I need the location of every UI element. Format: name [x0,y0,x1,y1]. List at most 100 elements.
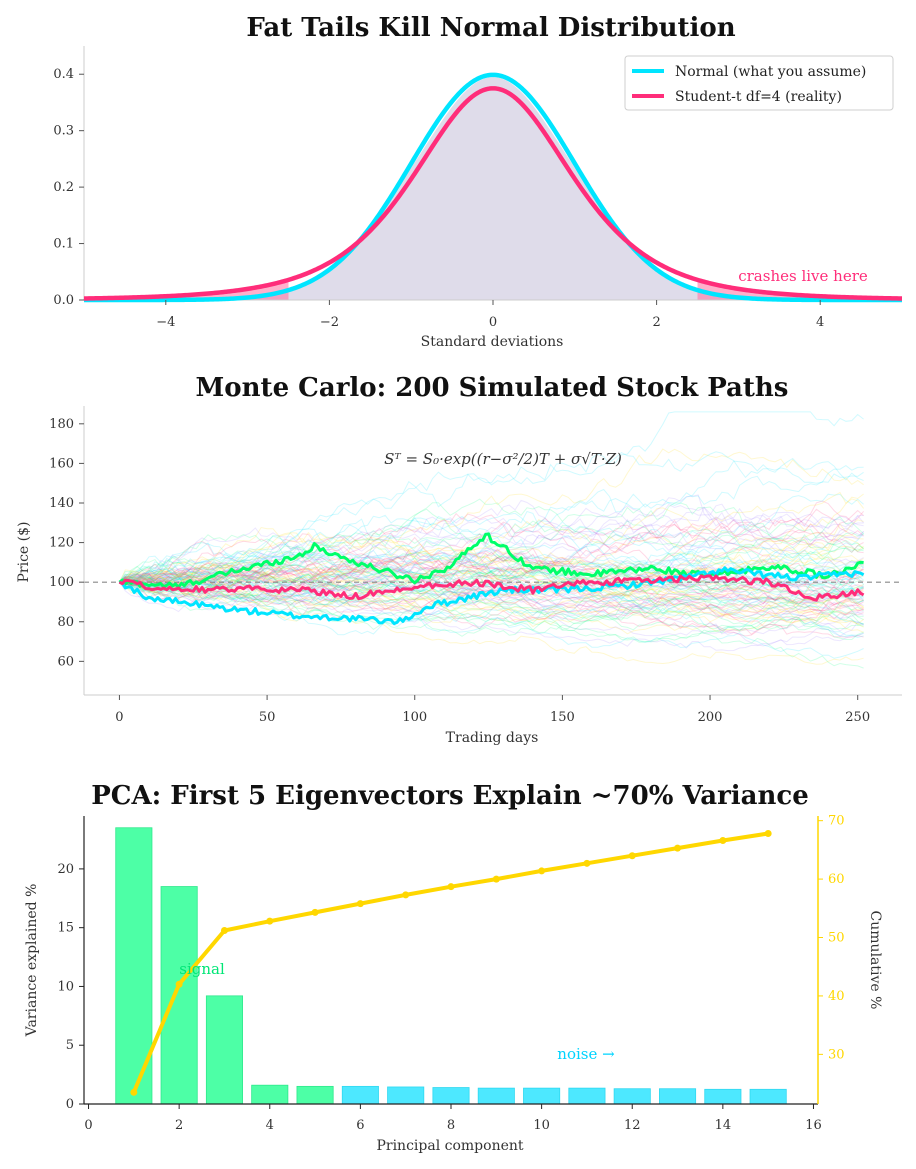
chart3-xtick-label: 2 [175,1118,183,1133]
cumulative-point [719,837,727,845]
density-fill [84,77,902,300]
simulated-path [119,564,864,601]
simulated-path [119,539,864,590]
simulated-path [119,569,864,637]
simulated-path [119,573,864,647]
variance-bar [704,1088,742,1105]
simulated-path [118,569,864,633]
chart1-plot-area: −4 −2 0 2 4 0.0 0.1 0.2 0.3 0.4 [53,46,903,330]
simulated-path [119,561,864,635]
simulated-path [119,574,864,626]
simulated-path [118,538,864,583]
chart3-y2tick-label: 40 [828,989,845,1004]
simulated-path [119,552,864,612]
simulated-path [119,571,864,643]
simulated-path [119,566,864,619]
simulated-path [119,547,864,593]
noise-annotation: noise → [557,1045,615,1063]
simulated-path [119,555,864,612]
simulated-path [119,509,864,605]
simulated-path [119,514,864,591]
variance-bar [160,886,198,1105]
cumulative-point [266,917,274,925]
simulated-path [119,574,864,608]
chart3-xtick-label: 10 [533,1118,550,1133]
simulated-path [119,555,864,590]
right-tail-fill [697,279,902,300]
chart1-xtick-label: 0 [489,315,497,330]
variance-bar [251,1084,289,1105]
cumulative-point [764,830,772,838]
variance-bar [432,1087,470,1105]
cumulative-point [220,926,228,934]
legend-normal-label: Normal (what you assume) [675,64,866,80]
cumulative-point [583,859,591,867]
variance-bar [341,1085,379,1105]
simulated-path [119,573,864,625]
chart2-ytick-label: 180 [49,417,74,432]
simulated-path [119,498,864,583]
simulated-path [119,579,864,625]
cyan-path [118,566,865,626]
chart1-xtick-label: −4 [156,315,175,330]
chart2-ytick-label: 60 [57,654,74,669]
simulated-path [119,516,864,607]
simulated-path [119,577,864,614]
variance-bar [296,1085,334,1105]
chart3-ytick-label: 15 [57,921,74,936]
chart3-plot-area: 0 2 4 6 8 10 12 14 16 0 5 10 15 20 30 40 50 60 70 [57,814,844,1133]
chart3-ylabel: Variance explained % [24,884,40,1038]
simulated-path [119,511,864,583]
gbm-formula: Sᵀ = S₀·exp((r−σ²/2)T + σ√T·Z) [384,450,622,468]
variance-bar [205,995,243,1105]
pca-chart: PCA: First 5 Eigenvectors Explain ~70% V… [24,781,883,1154]
fat-tails-chart: Fat Tails Kill Normal Distribution −4 −2 0… [53,13,903,350]
simulated-path [119,579,864,652]
simulated-path [119,572,864,605]
simulated-path [119,491,864,596]
variance-bar [749,1088,787,1105]
simulated-path [119,574,864,638]
chart3-xtick-label: 4 [266,1118,274,1133]
green-path [118,532,864,589]
chart2-ytick-label: 120 [49,536,74,551]
chart3-ytick-label: 20 [57,862,74,877]
simulated-path [119,510,864,593]
chart3-xtick-label: 16 [805,1118,822,1133]
chart2-xtick-label: 200 [698,710,723,725]
pink-path [118,574,865,602]
chart2-xtick-label: 50 [259,710,276,725]
chart3-xtick-label: 12 [624,1118,641,1133]
monte-carlo-chart: Monte Carlo: 200 Simulated Stock Paths 0… [16,373,902,746]
simulated-path [119,560,864,622]
variance-bar [568,1087,606,1105]
chart1-xtick-label: 2 [652,315,660,330]
chart2-ylabel: Price ($) [16,522,32,583]
cumulative-point [674,844,682,852]
variance-bar [659,1088,697,1105]
simulated-path [119,571,864,602]
simulated-path [119,411,864,588]
chart2-xtick-label: 250 [845,710,870,725]
simulated-path [119,577,864,669]
simulated-path [119,493,864,597]
chart1-ytick-label: 0.0 [53,293,74,308]
simulated-path [119,558,864,616]
simulated-path [119,581,864,637]
simulated-path [119,493,864,583]
cumulative-point [628,852,636,860]
simulated-path [119,552,864,605]
simulated-path [119,543,864,602]
simulated-path [119,535,864,591]
simulated-path [119,566,864,605]
simulated-path [119,559,864,596]
chart3-xtick-label: 6 [356,1118,364,1133]
chart2-ytick-label: 100 [49,575,74,590]
simulated-path [119,565,864,621]
simulated-path [119,579,864,659]
simulated-path [119,581,864,640]
simulated-path [119,565,865,623]
simulated-path [119,580,864,630]
crashes-annotation: crashes live here [738,267,868,285]
simulated-path [119,558,864,612]
